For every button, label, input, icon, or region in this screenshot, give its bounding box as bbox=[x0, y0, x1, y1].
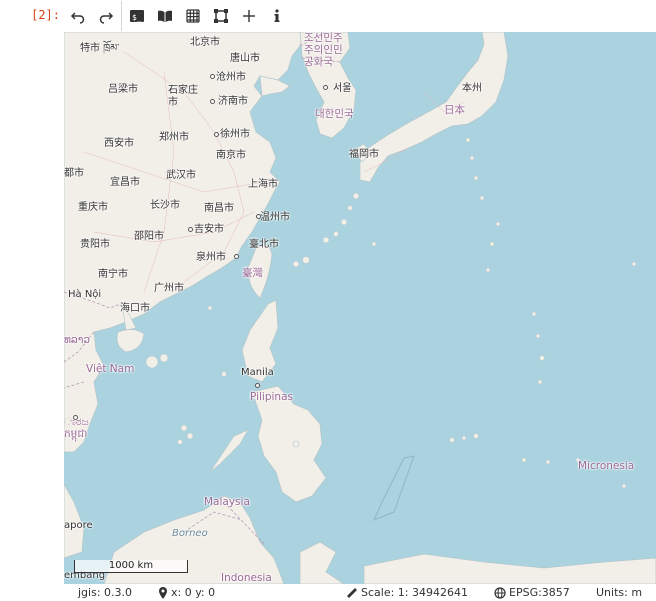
scale-value: Scale: 1: 34942641 bbox=[361, 586, 468, 599]
map-label-fukuoka: 福岡市 bbox=[349, 149, 379, 160]
undo-icon bbox=[70, 12, 85, 24]
map-label-dushi: 都市 bbox=[64, 168, 84, 179]
city-dot bbox=[255, 383, 260, 388]
map-label-singapore: apore bbox=[64, 520, 93, 531]
map-label-wenzhou: 温州市 bbox=[260, 212, 290, 223]
map-label-nanchang: 南昌市 bbox=[204, 203, 234, 214]
scale-bar: 1000 km bbox=[74, 560, 188, 573]
map-label-dprk: 조선민주 주의인민 공화국 bbox=[304, 32, 343, 68]
scale-display: Scale: 1: 34942641 bbox=[346, 586, 468, 599]
map-label-laos: ທລາວ bbox=[64, 334, 90, 346]
city-dot bbox=[210, 99, 215, 104]
globe-icon bbox=[494, 586, 506, 599]
city-dot bbox=[73, 415, 78, 420]
city-dot bbox=[210, 74, 215, 79]
info-button[interactable] bbox=[263, 2, 291, 30]
map-label-tangshan: 唐山市 bbox=[230, 53, 260, 64]
grid-icon bbox=[186, 9, 200, 23]
projection-display: EPSG:3857 bbox=[494, 586, 570, 599]
map-label-shaoyang: 邵阳市 bbox=[134, 231, 164, 242]
city-dot bbox=[254, 56, 259, 61]
map-label-pilipinas: Pilipinas bbox=[250, 391, 293, 403]
map-label-cangzhou: 沧州市 bbox=[216, 72, 246, 83]
map-label-korea: 대한민국 bbox=[315, 108, 354, 120]
city-dot bbox=[256, 214, 261, 219]
extent-button[interactable] bbox=[207, 2, 235, 30]
map-label-jian: 吉安市 bbox=[194, 224, 224, 235]
map-label-cambodia: ಾಠಜ កម្ពុជា bbox=[64, 416, 89, 440]
map-label-haikou: 海口市 bbox=[120, 303, 150, 314]
basemap bbox=[64, 32, 656, 584]
map-label-palembang: embang bbox=[64, 570, 106, 581]
map-label-manila: Manila bbox=[241, 367, 274, 378]
status-bar: jgis: 0.3.0 x: 0 y: 0 Scale: 1: 34942641… bbox=[64, 584, 656, 601]
map-label-vietnam: Việt Nam bbox=[86, 363, 135, 375]
map-label-quanzhou: 泉州市 bbox=[196, 252, 226, 263]
add-layer-button[interactable] bbox=[235, 2, 263, 30]
map-pin-icon bbox=[159, 586, 167, 599]
vector-square-icon bbox=[214, 9, 228, 23]
toolbar-separator bbox=[121, 1, 122, 31]
coordinates-display: x: 0 y: 0 bbox=[158, 586, 215, 599]
map-label-beijing: 北京市 bbox=[190, 37, 220, 48]
redo-button[interactable] bbox=[92, 2, 120, 30]
projection-value: EPSG:3857 bbox=[509, 586, 570, 599]
city-dot bbox=[234, 254, 239, 259]
version-label: jgis: 0.3.0 bbox=[78, 586, 133, 599]
map-label-wuhan: 武汉市 bbox=[166, 170, 196, 181]
terminal-button[interactable]: $_ bbox=[123, 2, 151, 30]
map-label-japan: 日本 bbox=[444, 104, 465, 116]
map-label-chongqing: 重庆市 bbox=[78, 202, 108, 213]
map-label-guangzhou: 广州市 bbox=[154, 283, 184, 294]
map-label-xuzhou: 徐州市 bbox=[220, 129, 250, 140]
ruler-icon bbox=[347, 587, 357, 598]
units-label: Units: m bbox=[596, 586, 643, 599]
map-label-shanghai: 上海市 bbox=[248, 179, 278, 190]
city-dot bbox=[214, 132, 219, 137]
map-toolbar: $_ bbox=[64, 0, 656, 33]
map-label-yichang: 宜昌市 bbox=[110, 177, 140, 188]
map-label-borneo: Borneo bbox=[172, 528, 208, 539]
city-dot bbox=[188, 227, 193, 232]
cell-prompt: [2]: bbox=[31, 8, 60, 22]
map-label-changsha: 长沙市 bbox=[150, 200, 180, 211]
terminal-icon: $_ bbox=[130, 10, 144, 22]
undo-button[interactable] bbox=[64, 2, 92, 30]
map-label-guiyang: 贵阳市 bbox=[80, 239, 110, 250]
map-label-micronesia: Micronesia bbox=[578, 460, 635, 472]
city-dot bbox=[323, 85, 328, 90]
map-label-taiwan: 臺灣 bbox=[242, 267, 263, 279]
coordinates-value: x: 0 y: 0 bbox=[171, 586, 216, 599]
map-label-nanjing: 南京市 bbox=[216, 150, 246, 161]
map-label-xian: 西安市 bbox=[104, 138, 134, 149]
map-label-honshu: 本州 bbox=[462, 83, 482, 94]
map-label-zhengzhou: 郑州市 bbox=[159, 132, 189, 143]
map-label-jinan: 济南市 bbox=[218, 96, 248, 107]
map-label-taipei: 臺北市 bbox=[249, 239, 279, 250]
svg-text:$_: $_ bbox=[132, 13, 142, 22]
map-canvas[interactable]: 特市 ཁྲོམ་ 北京市 唐山市 沧州市 吕梁市 石家庄 市 济南市 徐州市 郑… bbox=[64, 32, 656, 584]
map-label-lvliang: 吕梁市 bbox=[108, 84, 138, 95]
map-label-malaysia: Malaysia bbox=[204, 496, 250, 508]
layers-button[interactable] bbox=[151, 2, 179, 30]
map-label-indonesia: Indonesia bbox=[221, 572, 272, 584]
map-label-shijiazhuang: 石家庄 市 bbox=[168, 85, 198, 108]
redo-icon bbox=[99, 12, 114, 24]
open-book-icon bbox=[158, 10, 172, 22]
plus-icon bbox=[243, 10, 255, 22]
grid-button[interactable] bbox=[179, 2, 207, 30]
map-label-seoul: 서울 bbox=[333, 83, 352, 94]
map-label-hanoi: Hà Nội bbox=[68, 289, 102, 300]
map-label-nanning: 南宁市 bbox=[98, 269, 128, 280]
map-label-tibet: 特市 ཁྲོམ་ bbox=[80, 43, 120, 54]
info-icon bbox=[274, 9, 280, 22]
